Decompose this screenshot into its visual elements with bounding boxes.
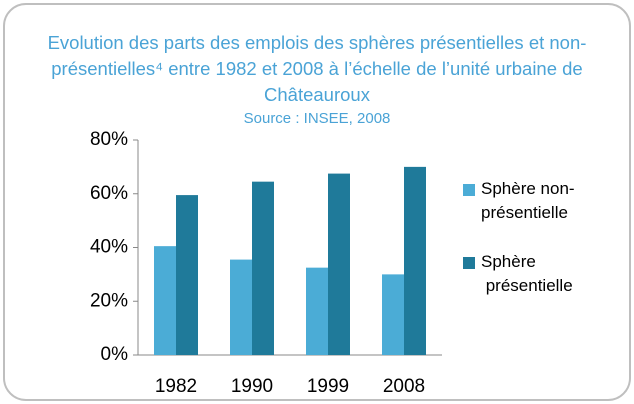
x-tick-label: 2008 <box>383 376 425 397</box>
bar <box>252 181 274 355</box>
bar <box>154 246 176 355</box>
legend-swatch <box>463 257 475 269</box>
y-tick-label: 60% <box>90 183 128 204</box>
legend-swatch <box>463 184 475 196</box>
legend-label-line: présentielle <box>481 276 573 295</box>
chart-title: Evolution des parts des emplois des sphè… <box>47 32 587 105</box>
bar <box>176 195 198 355</box>
x-tick-label: 1999 <box>307 376 349 397</box>
y-tick-label: 20% <box>90 290 128 311</box>
legend-label: Sphère présentielle <box>481 252 573 295</box>
x-tick-label: 1990 <box>231 376 273 397</box>
bar <box>328 173 350 355</box>
y-tick-label: 80% <box>90 129 128 150</box>
bar <box>230 259 252 355</box>
x-tick-label: 1982 <box>155 376 197 397</box>
y-tick-label: 0% <box>101 344 129 365</box>
legend-label-line: Sphère <box>481 252 536 271</box>
y-tick-label: 40% <box>90 237 128 258</box>
legend-label: Sphère non-présentielle <box>481 179 575 222</box>
legend-label-line: présentielle <box>481 203 568 222</box>
chart-subtitle: Source : INSEE, 2008 <box>243 110 391 127</box>
bar <box>382 274 404 355</box>
bar <box>404 166 426 355</box>
bar <box>306 267 328 355</box>
legend-label-line: Sphère non- <box>481 179 575 198</box>
